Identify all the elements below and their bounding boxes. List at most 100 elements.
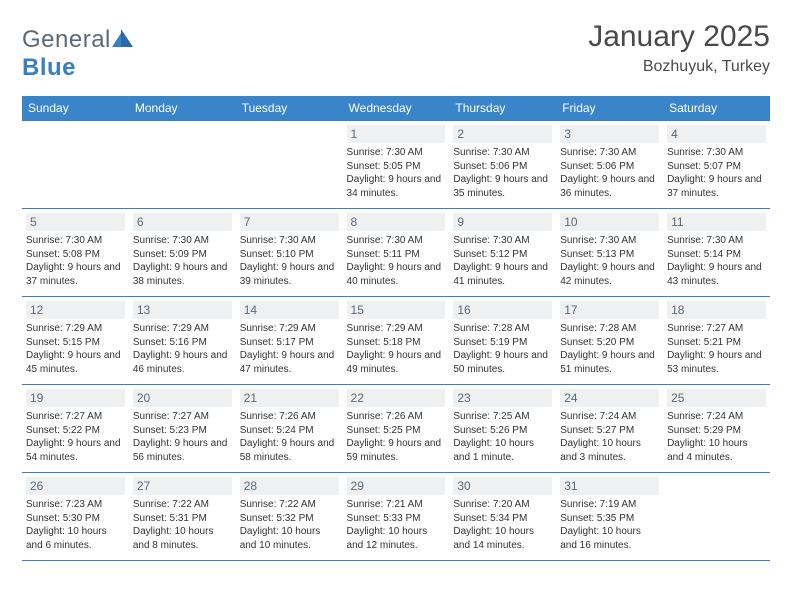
day-details: Sunrise: 7:30 AMSunset: 5:12 PMDaylight:… — [453, 234, 552, 288]
day-details: Sunrise: 7:20 AMSunset: 5:34 PMDaylight:… — [453, 498, 552, 552]
calendar-cell: 25 Sunrise: 7:24 AMSunset: 5:29 PMDayligh… — [663, 385, 770, 473]
day-details: Sunrise: 7:26 AMSunset: 5:25 PMDaylight:… — [347, 410, 446, 464]
day-number: 29 — [347, 477, 446, 495]
day-number: 28 — [240, 477, 339, 495]
day-number: 9 — [453, 213, 552, 231]
calendar-cell: 16Sunrise: 7:28 AMSunset: 5:19 PMDayligh… — [449, 297, 556, 385]
calendar-cell: 18 Sunrise: 7:27 AMSunset: 5:21 PMDayligh… — [663, 297, 770, 385]
day-details: Sunrise: 7:27 AMSunset: 5:23 PMDaylight:… — [133, 410, 232, 464]
title-block: January 2025 Bozhuyuk, Turkey — [588, 20, 770, 76]
calendar-week-row: 1 Sunrise: 7:30 AMSunset: 5:05 PMDaylight… — [22, 121, 770, 209]
day-number: 13 — [133, 301, 232, 319]
day-details: Sunrise: 7:30 AMSunset: 5:09 PMDaylight:… — [133, 234, 232, 288]
calendar-week-row: 26Sunrise: 7:23 AMSunset: 5:30 PMDayligh… — [22, 473, 770, 561]
day-number: 25 — [667, 389, 766, 407]
day-number: 17 — [560, 301, 659, 319]
calendar-cell: 5 Sunrise: 7:30 AMSunset: 5:08 PMDaylight… — [22, 209, 129, 297]
weekday-header: Sunday — [22, 96, 129, 121]
brand-part2: Blue — [22, 54, 76, 81]
day-details: Sunrise: 7:30 AMSunset: 5:05 PMDaylight:… — [347, 146, 446, 200]
brand-text: General Blue — [22, 26, 133, 82]
day-number: 20 — [133, 389, 232, 407]
brand-part1: General — [22, 26, 111, 53]
brand-logo: General Blue — [22, 26, 133, 82]
day-number: 31 — [560, 477, 659, 495]
calendar-cell: 23Sunrise: 7:25 AMSunset: 5:26 PMDayligh… — [449, 385, 556, 473]
day-number: 2 — [453, 125, 552, 143]
day-details: Sunrise: 7:19 AMSunset: 5:35 PMDaylight:… — [560, 498, 659, 552]
calendar-cell: 17 Sunrise: 7:28 AMSunset: 5:20 PMDayligh… — [556, 297, 663, 385]
day-number: 15 — [347, 301, 446, 319]
calendar-cell: 15 Sunrise: 7:29 AMSunset: 5:18 PMDayligh… — [343, 297, 450, 385]
day-number: 24 — [560, 389, 659, 407]
calendar-body: 1 Sunrise: 7:30 AMSunset: 5:05 PMDaylight… — [22, 121, 770, 561]
day-details: Sunrise: 7:30 AMSunset: 5:07 PMDaylight:… — [667, 146, 766, 200]
day-number: 16 — [453, 301, 552, 319]
calendar-cell — [236, 121, 343, 209]
day-details: Sunrise: 7:24 AMSunset: 5:27 PMDaylight:… — [560, 410, 659, 464]
day-details: Sunrise: 7:29 AMSunset: 5:18 PMDaylight:… — [347, 322, 446, 376]
calendar-cell: 14 Sunrise: 7:29 AMSunset: 5:17 PMDayligh… — [236, 297, 343, 385]
day-number: 6 — [133, 213, 232, 231]
triangle-icon — [112, 33, 121, 47]
day-number: 21 — [240, 389, 339, 407]
day-details: Sunrise: 7:30 AMSunset: 5:13 PMDaylight:… — [560, 234, 659, 288]
day-number: 14 — [240, 301, 339, 319]
day-number: 8 — [347, 213, 446, 231]
calendar-cell — [22, 121, 129, 209]
day-number: 12 — [26, 301, 125, 319]
calendar-week-row: 19 Sunrise: 7:27 AMSunset: 5:22 PMDayligh… — [22, 385, 770, 473]
day-number: 5 — [26, 213, 125, 231]
day-details: Sunrise: 7:28 AMSunset: 5:20 PMDaylight:… — [560, 322, 659, 376]
day-details: Sunrise: 7:25 AMSunset: 5:26 PMDaylight:… — [453, 410, 552, 464]
day-number: 11 — [667, 213, 766, 231]
day-details: Sunrise: 7:29 AMSunset: 5:15 PMDaylight:… — [26, 322, 125, 376]
calendar-cell: 24 Sunrise: 7:24 AMSunset: 5:27 PMDayligh… — [556, 385, 663, 473]
day-number: 4 — [667, 125, 766, 143]
calendar-header-row: SundayMondayTuesdayWednesdayThursdayFrid… — [22, 96, 770, 121]
day-details: Sunrise: 7:26 AMSunset: 5:24 PMDaylight:… — [240, 410, 339, 464]
day-details: Sunrise: 7:30 AMSunset: 5:08 PMDaylight:… — [26, 234, 125, 288]
calendar-cell — [663, 473, 770, 561]
day-details: Sunrise: 7:30 AMSunset: 5:06 PMDaylight:… — [453, 146, 552, 200]
day-details: Sunrise: 7:30 AMSunset: 5:11 PMDaylight:… — [347, 234, 446, 288]
calendar-cell: 12 Sunrise: 7:29 AMSunset: 5:15 PMDayligh… — [22, 297, 129, 385]
day-details: Sunrise: 7:22 AMSunset: 5:31 PMDaylight:… — [133, 498, 232, 552]
calendar-cell: 31 Sunrise: 7:19 AMSunset: 5:35 PMDayligh… — [556, 473, 663, 561]
day-details: Sunrise: 7:27 AMSunset: 5:22 PMDaylight:… — [26, 410, 125, 464]
calendar-cell: 26Sunrise: 7:23 AMSunset: 5:30 PMDayligh… — [22, 473, 129, 561]
page-header: General Blue January 2025 Bozhuyuk, Turk… — [22, 20, 770, 82]
day-number: 1 — [347, 125, 446, 143]
calendar-cell: 21 Sunrise: 7:26 AMSunset: 5:24 PMDayligh… — [236, 385, 343, 473]
day-details: Sunrise: 7:29 AMSunset: 5:17 PMDaylight:… — [240, 322, 339, 376]
weekday-header: Thursday — [449, 96, 556, 121]
location-text: Bozhuyuk, Turkey — [588, 58, 770, 76]
calendar-cell: 11 Sunrise: 7:30 AMSunset: 5:14 PMDayligh… — [663, 209, 770, 297]
weekday-header: Tuesday — [236, 96, 343, 121]
calendar-cell: 9 Sunrise: 7:30 AMSunset: 5:12 PMDaylight… — [449, 209, 556, 297]
day-number: 3 — [560, 125, 659, 143]
day-number: 19 — [26, 389, 125, 407]
calendar-cell — [129, 121, 236, 209]
calendar-cell: 3 Sunrise: 7:30 AMSunset: 5:06 PMDaylight… — [556, 121, 663, 209]
day-details: Sunrise: 7:30 AMSunset: 5:10 PMDaylight:… — [240, 234, 339, 288]
day-number: 7 — [240, 213, 339, 231]
weekday-header: Monday — [129, 96, 236, 121]
calendar-table: SundayMondayTuesdayWednesdayThursdayFrid… — [22, 96, 770, 561]
calendar-cell: 29Sunrise: 7:21 AMSunset: 5:33 PMDayligh… — [343, 473, 450, 561]
calendar-week-row: 5 Sunrise: 7:30 AMSunset: 5:08 PMDaylight… — [22, 209, 770, 297]
day-details: Sunrise: 7:24 AMSunset: 5:29 PMDaylight:… — [667, 410, 766, 464]
page-title: January 2025 — [588, 20, 770, 54]
weekday-header: Saturday — [663, 96, 770, 121]
calendar-cell: 8 Sunrise: 7:30 AMSunset: 5:11 PMDaylight… — [343, 209, 450, 297]
day-details: Sunrise: 7:27 AMSunset: 5:21 PMDaylight:… — [667, 322, 766, 376]
calendar-cell: 20 Sunrise: 7:27 AMSunset: 5:23 PMDayligh… — [129, 385, 236, 473]
calendar-cell: 22Sunrise: 7:26 AMSunset: 5:25 PMDayligh… — [343, 385, 450, 473]
day-details: Sunrise: 7:30 AMSunset: 5:14 PMDaylight:… — [667, 234, 766, 288]
calendar-cell: 2 Sunrise: 7:30 AMSunset: 5:06 PMDaylight… — [449, 121, 556, 209]
day-details: Sunrise: 7:30 AMSunset: 5:06 PMDaylight:… — [560, 146, 659, 200]
calendar-cell: 10Sunrise: 7:30 AMSunset: 5:13 PMDayligh… — [556, 209, 663, 297]
day-number: 18 — [667, 301, 766, 319]
calendar-cell: 6 Sunrise: 7:30 AMSunset: 5:09 PMDaylight… — [129, 209, 236, 297]
day-number: 26 — [26, 477, 125, 495]
